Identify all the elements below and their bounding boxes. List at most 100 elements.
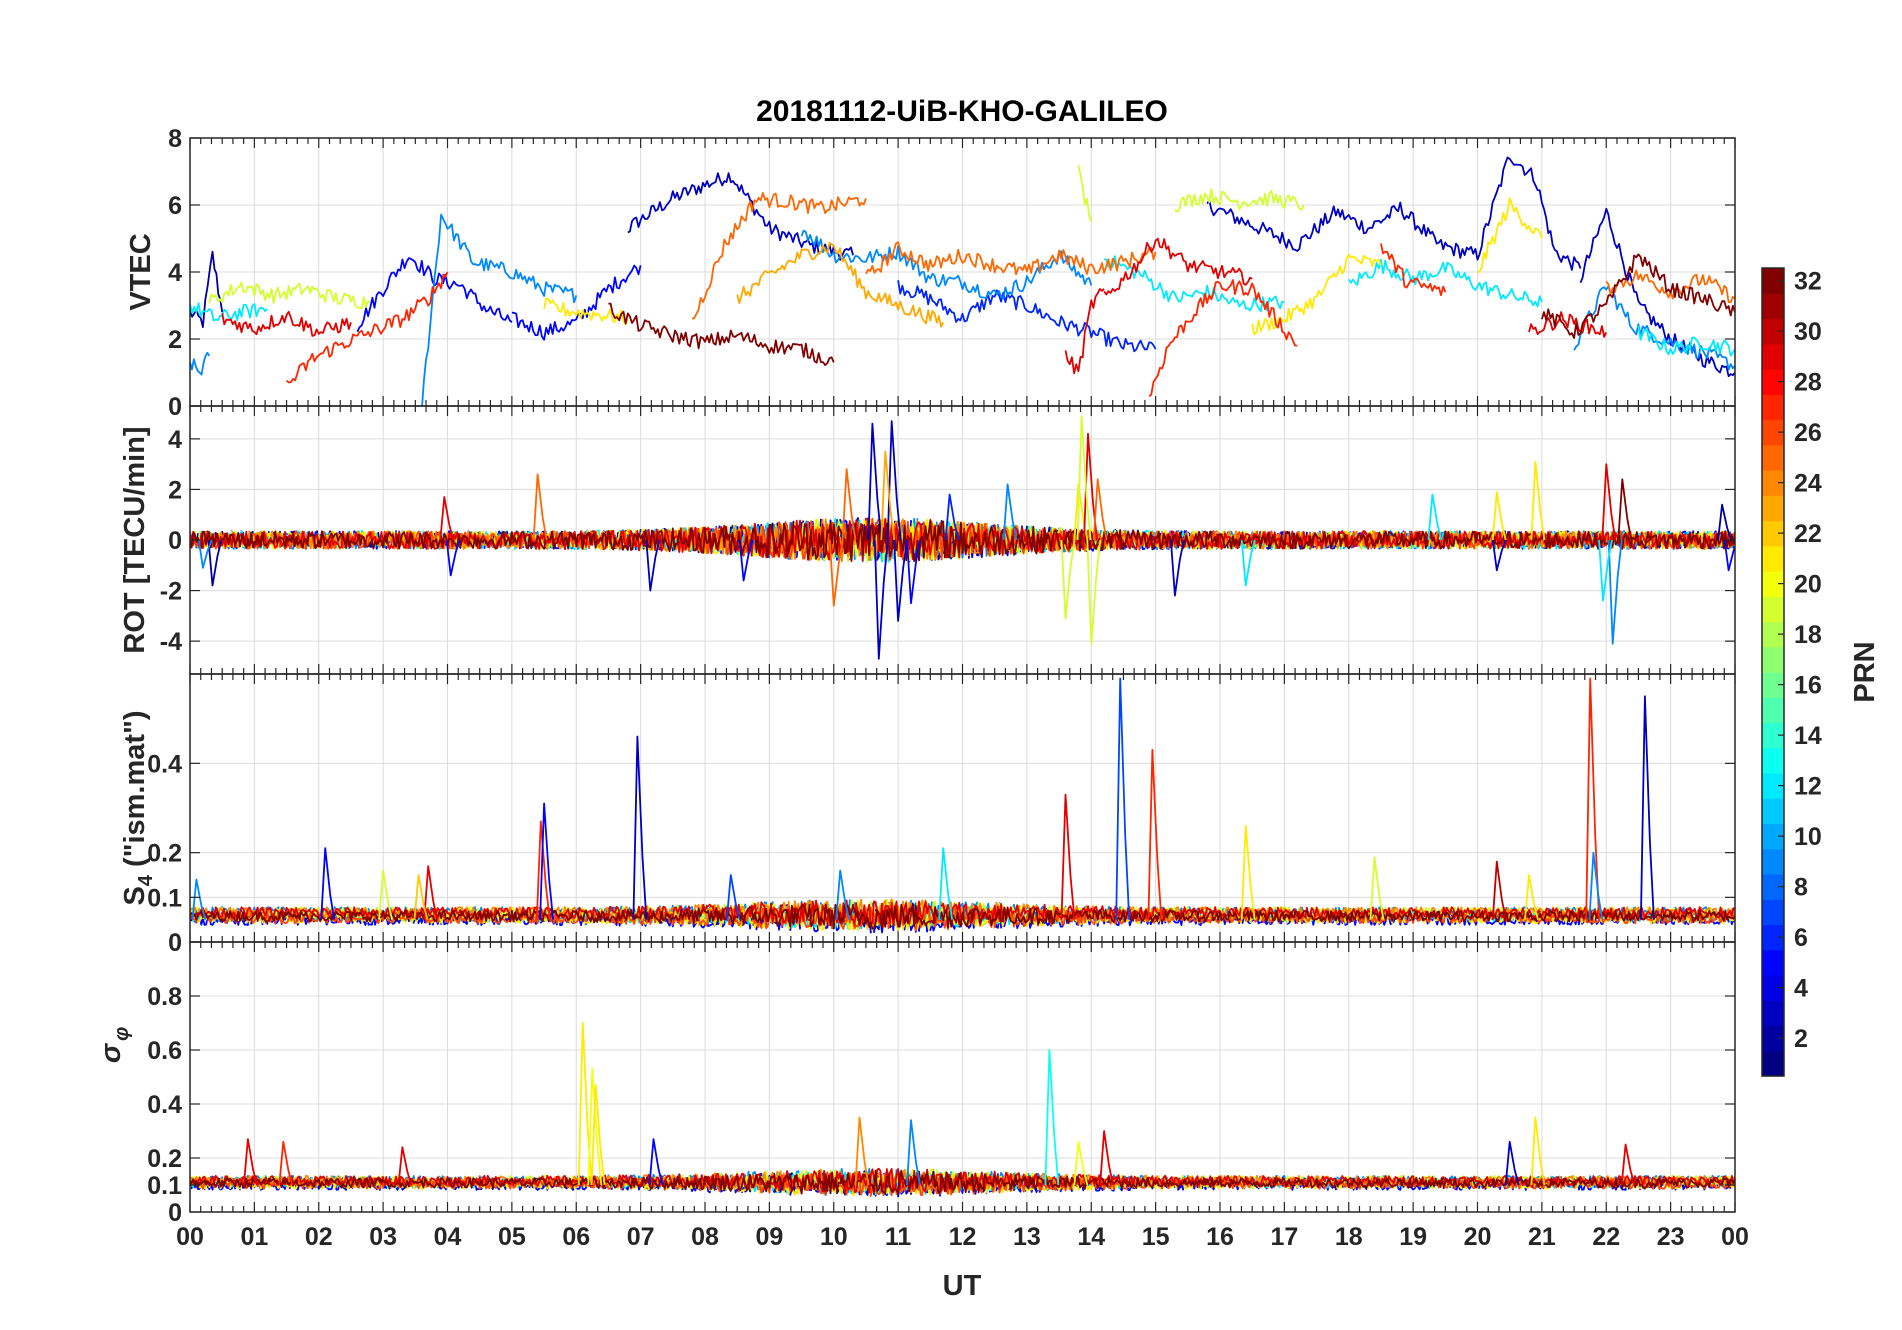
y-tick-label: 0.1 bbox=[147, 1172, 182, 1200]
x-tick-label: 05 bbox=[498, 1223, 526, 1251]
rot-spike-prn-3 bbox=[867, 422, 883, 541]
series-vtec bbox=[190, 156, 1735, 406]
colorbar-tick-label: 20 bbox=[1794, 571, 1822, 599]
colorbar-cell-17 bbox=[1762, 646, 1784, 673]
s4-spike-prn-9 bbox=[191, 878, 207, 920]
rot-spike-prn-12 bbox=[1598, 539, 1613, 602]
sigma-spike-prn-29 bbox=[1620, 1143, 1636, 1186]
y-tick-label: 0.1 bbox=[147, 884, 182, 912]
rot-spike-prn-25 bbox=[532, 473, 548, 541]
colorbar-tick-label: 18 bbox=[1794, 621, 1822, 649]
y-tick-label: 2 bbox=[168, 476, 182, 504]
vtec-line-prn-25 bbox=[691, 191, 867, 320]
sigma-spike-prn-3 bbox=[1504, 1140, 1520, 1186]
colorbar-tick-label: 24 bbox=[1794, 470, 1822, 498]
sigma-spike-prn-24 bbox=[854, 1116, 870, 1186]
ylabel-s4-sub: 4 bbox=[135, 874, 157, 886]
colorbar-tick-label: 6 bbox=[1794, 924, 1808, 952]
s4-spike-prn-22 bbox=[413, 874, 429, 920]
vtec-line-prn-23 bbox=[736, 241, 945, 328]
s4-spike-prn-3 bbox=[632, 735, 648, 920]
rot-spike-prn-19 bbox=[1060, 539, 1076, 620]
x-tick-label: 20 bbox=[1464, 1223, 1492, 1251]
rot-spike-prn-12 bbox=[1240, 539, 1256, 587]
vtec-line-prn-29 bbox=[1103, 237, 1253, 296]
sigma-spike-prn-21 bbox=[590, 1084, 606, 1186]
x-tick-label: 09 bbox=[755, 1223, 783, 1251]
colorbar-cell-25 bbox=[1762, 444, 1784, 471]
rot-spike-prn-29 bbox=[439, 496, 455, 541]
s4-spike-prn-12 bbox=[938, 847, 954, 920]
colorbar-cell-24 bbox=[1762, 470, 1784, 496]
ticks-vtec: 0 2 4 6 8 bbox=[168, 125, 1736, 421]
y-tick-label: 0.2 bbox=[147, 840, 182, 868]
sigma-spike-prn-29 bbox=[243, 1138, 258, 1186]
colorbar-tick-label: 16 bbox=[1794, 672, 1822, 700]
y-tick-label: 0 bbox=[168, 1199, 182, 1227]
panel-vtec: 0 2 4 6 8 VTEC bbox=[125, 125, 1736, 421]
s4-spike-prn-9 bbox=[1588, 851, 1604, 920]
rot-spike-prn-9 bbox=[1607, 539, 1623, 645]
rot-spike-prn-25 bbox=[841, 468, 857, 541]
x-tick-label: 22 bbox=[1592, 1223, 1620, 1251]
s4-spike-prn-19 bbox=[1369, 856, 1385, 920]
rot-spike-prn-19 bbox=[1086, 539, 1102, 645]
s4-spike-prn-30 bbox=[1491, 860, 1507, 920]
grid-vtec bbox=[190, 137, 1735, 407]
y-tick-label: 4 bbox=[168, 426, 182, 454]
x-tick-label: 11 bbox=[885, 1223, 912, 1251]
panel-sigma: 00.10.2 0.4 0.6 0.8 σφ bbox=[95, 941, 1736, 1227]
chart-title: 20181112-UiB-KHO-GALILEO bbox=[756, 95, 1168, 128]
vtec-line-prn-27 bbox=[1148, 279, 1298, 398]
y-tick-label: 0.2 bbox=[147, 1145, 182, 1173]
x-tick-label: 00 bbox=[176, 1223, 204, 1251]
s4-spike-prn-29 bbox=[1060, 793, 1076, 920]
series-rot bbox=[190, 415, 1735, 660]
vtec-line-prn-27 bbox=[1380, 243, 1447, 297]
y-tick-label: 0 bbox=[168, 393, 182, 421]
y-tick-label: -4 bbox=[160, 628, 182, 656]
colorbar-cell-7 bbox=[1762, 899, 1784, 926]
x-tick-label: 03 bbox=[369, 1223, 397, 1251]
x-tick-label: 12 bbox=[949, 1223, 977, 1251]
colorbar-cell-9 bbox=[1762, 848, 1784, 875]
grid-s4 bbox=[190, 674, 1735, 943]
vtec-line-prn-9 bbox=[800, 229, 1093, 300]
x-axis-label: UT bbox=[943, 1270, 982, 1302]
y-tick-label: -2 bbox=[160, 578, 182, 606]
ylabel-s4-main: S bbox=[119, 886, 151, 905]
y-tick-label: 0.4 bbox=[147, 1091, 182, 1119]
rot-spike-prn-3 bbox=[893, 539, 908, 622]
colorbar-cell-12 bbox=[1762, 773, 1784, 799]
colorbar-cell-28 bbox=[1762, 369, 1784, 395]
vtec-line-prn-19 bbox=[1174, 188, 1305, 213]
x-tick-label: 02 bbox=[305, 1223, 333, 1251]
x-tick-label: 06 bbox=[562, 1223, 590, 1251]
x-tick-label: 13 bbox=[1013, 1223, 1041, 1251]
colorbar-tick-label: 28 bbox=[1794, 369, 1822, 397]
ylabel-rot: ROT [TECU/min] bbox=[119, 426, 151, 653]
ylabel-sigma: σφ bbox=[95, 1027, 133, 1063]
s4-spike-prn-5 bbox=[539, 802, 554, 920]
x-tick-label: 08 bbox=[691, 1223, 719, 1251]
s4-spike-prn-21 bbox=[1240, 825, 1256, 920]
vtec-line-prn-9 bbox=[421, 213, 578, 406]
ylabel-s4-rest: ("ism.mat") bbox=[119, 711, 151, 875]
colorbar-cell-11 bbox=[1762, 798, 1784, 825]
colorbar-cell-10 bbox=[1762, 823, 1784, 850]
sigma-spike-prn-5 bbox=[648, 1138, 664, 1186]
colorbar-tick-label: 30 bbox=[1794, 318, 1822, 346]
colorbar-tick-label: 12 bbox=[1794, 773, 1822, 801]
s4-spike-prn-3 bbox=[1640, 695, 1655, 920]
vtec-line-prn-27 bbox=[285, 271, 449, 384]
rot-spike-prn-19 bbox=[1076, 415, 1092, 541]
sigma-spike-prn-29 bbox=[397, 1146, 413, 1186]
colorbar-cell-30 bbox=[1762, 318, 1784, 345]
colorbar-cell-13 bbox=[1762, 747, 1784, 774]
grid-sigma bbox=[190, 942, 1735, 1213]
vtec-line-prn-2 bbox=[190, 250, 224, 329]
colorbar-cell-22 bbox=[1762, 520, 1784, 547]
x-tick-label: 14 bbox=[1077, 1223, 1105, 1251]
